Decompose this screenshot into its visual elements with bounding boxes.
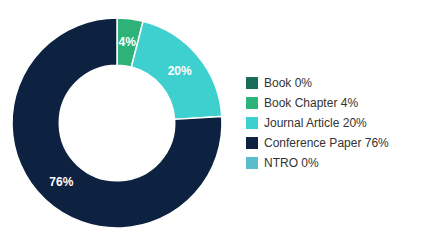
legend-label: Conference Paper 76% bbox=[264, 136, 389, 150]
legend-label: Book 0% bbox=[264, 76, 312, 90]
donut-slice bbox=[12, 18, 222, 228]
legend-label: NTRO 0% bbox=[264, 156, 319, 170]
slice-label: 4% bbox=[119, 35, 137, 49]
legend-item: Journal Article 20% bbox=[246, 116, 367, 130]
slice-label: 20% bbox=[168, 64, 192, 78]
chart-container: 4% 20% 76% Book 0% Book Chapter 4% Journal Ar… bbox=[0, 0, 443, 246]
legend-swatch bbox=[246, 77, 258, 89]
legend-swatch bbox=[246, 157, 258, 169]
legend-item: Conference Paper 76% bbox=[246, 136, 389, 150]
legend-label: Journal Article 20% bbox=[264, 116, 367, 130]
legend-label: Book Chapter 4% bbox=[264, 96, 358, 110]
legend-item: Book 0% bbox=[246, 76, 312, 90]
slice-label: 76% bbox=[49, 175, 73, 189]
donut: 4% 20% 76% bbox=[12, 18, 222, 228]
donut-slice bbox=[131, 21, 221, 119]
legend-swatch bbox=[246, 137, 258, 149]
legend: Book 0% Book Chapter 4% Journal Article 20… bbox=[246, 76, 389, 170]
legend-swatch bbox=[246, 117, 258, 129]
legend-item: NTRO 0% bbox=[246, 156, 319, 170]
chart-svg: 4% 20% 76% Book 0% Book Chapter 4% Journal Ar… bbox=[0, 0, 443, 246]
legend-item: Book Chapter 4% bbox=[246, 96, 358, 110]
legend-swatch bbox=[246, 97, 258, 109]
